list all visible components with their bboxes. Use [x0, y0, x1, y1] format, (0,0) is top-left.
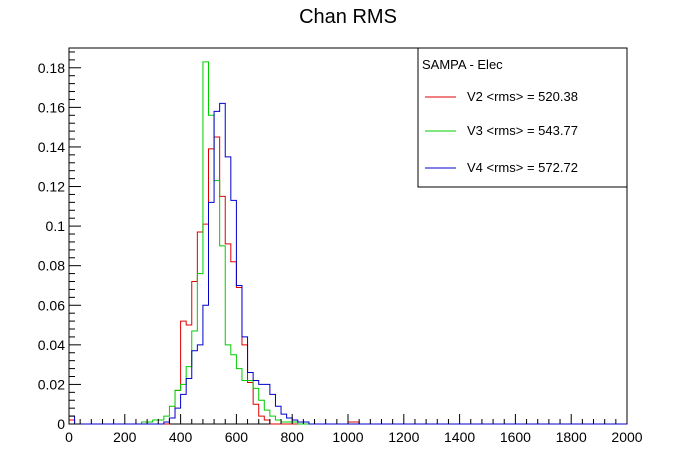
- legend-header: SAMPA - Elec: [422, 57, 503, 72]
- x-tick-label: 1800: [556, 429, 587, 445]
- x-tick-label: 400: [169, 429, 193, 445]
- x-tick-label: 600: [225, 429, 249, 445]
- y-tick-label: 0.1: [46, 218, 66, 234]
- y-axis: 0 0.02 0.04 0.06 0.08 0.1 0.12 0.14 0.16 0.18: [38, 51, 81, 432]
- legend-label-3: V4 <rms> = 572.72: [467, 160, 578, 175]
- y-tick-label: 0.12: [38, 179, 65, 195]
- legend: SAMPA - Elec V2 <rms> = 520.38 V3 <rms> =…: [417, 47, 628, 188]
- legend-label-1: V2 <rms> = 520.38: [467, 89, 578, 104]
- legend-label-2: V3 <rms> = 543.77: [467, 123, 578, 138]
- x-tick-label: 2000: [611, 429, 642, 445]
- y-tick-label: 0.14: [38, 139, 65, 155]
- x-tick-label: 1000: [332, 429, 363, 445]
- x-tick-label: 1200: [388, 429, 419, 445]
- x-axis: 0 200 400 600 800 1000 1200 1400 1600 1800 2000: [65, 414, 643, 445]
- y-tick-label: 0.06: [38, 297, 65, 313]
- chart-title: Chan RMS: [299, 6, 397, 28]
- x-tick-label: 0: [65, 429, 73, 445]
- y-tick-label: 0.04: [38, 337, 65, 353]
- x-tick-label: 1400: [444, 429, 475, 445]
- x-tick-label: 800: [281, 429, 305, 445]
- y-tick-label: 0: [57, 416, 65, 432]
- y-tick-label: 0.18: [38, 60, 65, 76]
- y-tick-label: 0.08: [38, 258, 65, 274]
- x-tick-label: 1600: [500, 429, 531, 445]
- x-tick-label: 200: [113, 429, 137, 445]
- y-tick-label: 0.16: [38, 99, 65, 115]
- y-tick-label: 0.02: [38, 376, 65, 392]
- legend-entries: V2 <rms> = 520.38 V3 <rms> = 543.77 V4 <rm…: [425, 89, 578, 175]
- legend-box: [417, 47, 628, 188]
